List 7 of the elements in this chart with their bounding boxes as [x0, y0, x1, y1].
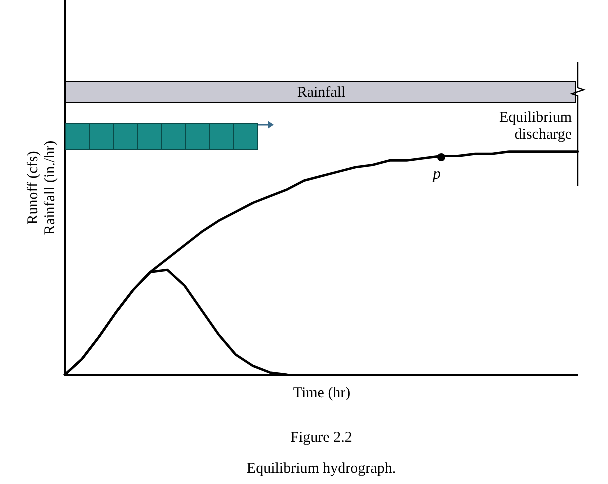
text: Rainfall	[297, 85, 346, 101]
annotation: p	[432, 166, 441, 183]
text: Figure 2.2	[290, 430, 352, 446]
text: Equilibrium discharge	[500, 110, 572, 143]
x-axis-title: Time (hr)	[293, 386, 351, 402]
y-axis-title: Runoff (cfs) Rainfall (in./hr)	[26, 140, 58, 236]
text: Equilibrium hydrograph.	[246, 461, 396, 477]
